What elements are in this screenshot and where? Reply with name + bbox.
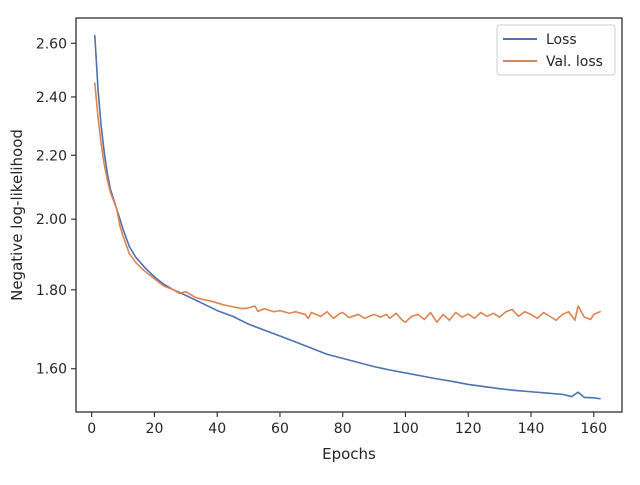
legend-label-val-loss: Val. loss — [546, 54, 603, 70]
x-tick-label: 40 — [208, 421, 226, 437]
x-axis: 0 20 40 60 80 100 120 140 160 — [87, 412, 607, 437]
series-line-loss — [94, 34, 601, 400]
y-axis-label: Negative log-likelihood — [8, 129, 26, 301]
legend-box — [496, 24, 616, 76]
y-axis: 1.60 1.80 2.00 2.20 2.40 2.60 — [36, 36, 76, 378]
y-tick-label: 1.80 — [36, 283, 67, 299]
plot-frame — [75, 17, 623, 413]
x-tick-label: 20 — [146, 421, 164, 437]
legend-label-loss: Loss — [546, 32, 577, 48]
x-tick-label: 120 — [455, 421, 482, 437]
legend: Loss Val. loss — [496, 24, 616, 76]
y-tick-label: 2.20 — [36, 148, 67, 164]
y-tick-label: 2.60 — [36, 36, 67, 52]
series-layer — [94, 34, 601, 400]
y-tick-label: 2.00 — [36, 212, 67, 228]
x-axis-label: Epochs — [322, 445, 376, 463]
x-tick-label: 140 — [518, 421, 545, 437]
y-tick-label: 2.40 — [36, 90, 67, 106]
x-tick-label: 0 — [87, 421, 96, 437]
y-tick-label: 1.60 — [36, 362, 67, 378]
series-line-val-loss — [94, 82, 601, 324]
x-tick-label: 100 — [392, 421, 419, 437]
x-tick-label: 160 — [580, 421, 607, 437]
x-tick-label: 80 — [334, 421, 352, 437]
x-tick-label: 60 — [271, 421, 289, 437]
